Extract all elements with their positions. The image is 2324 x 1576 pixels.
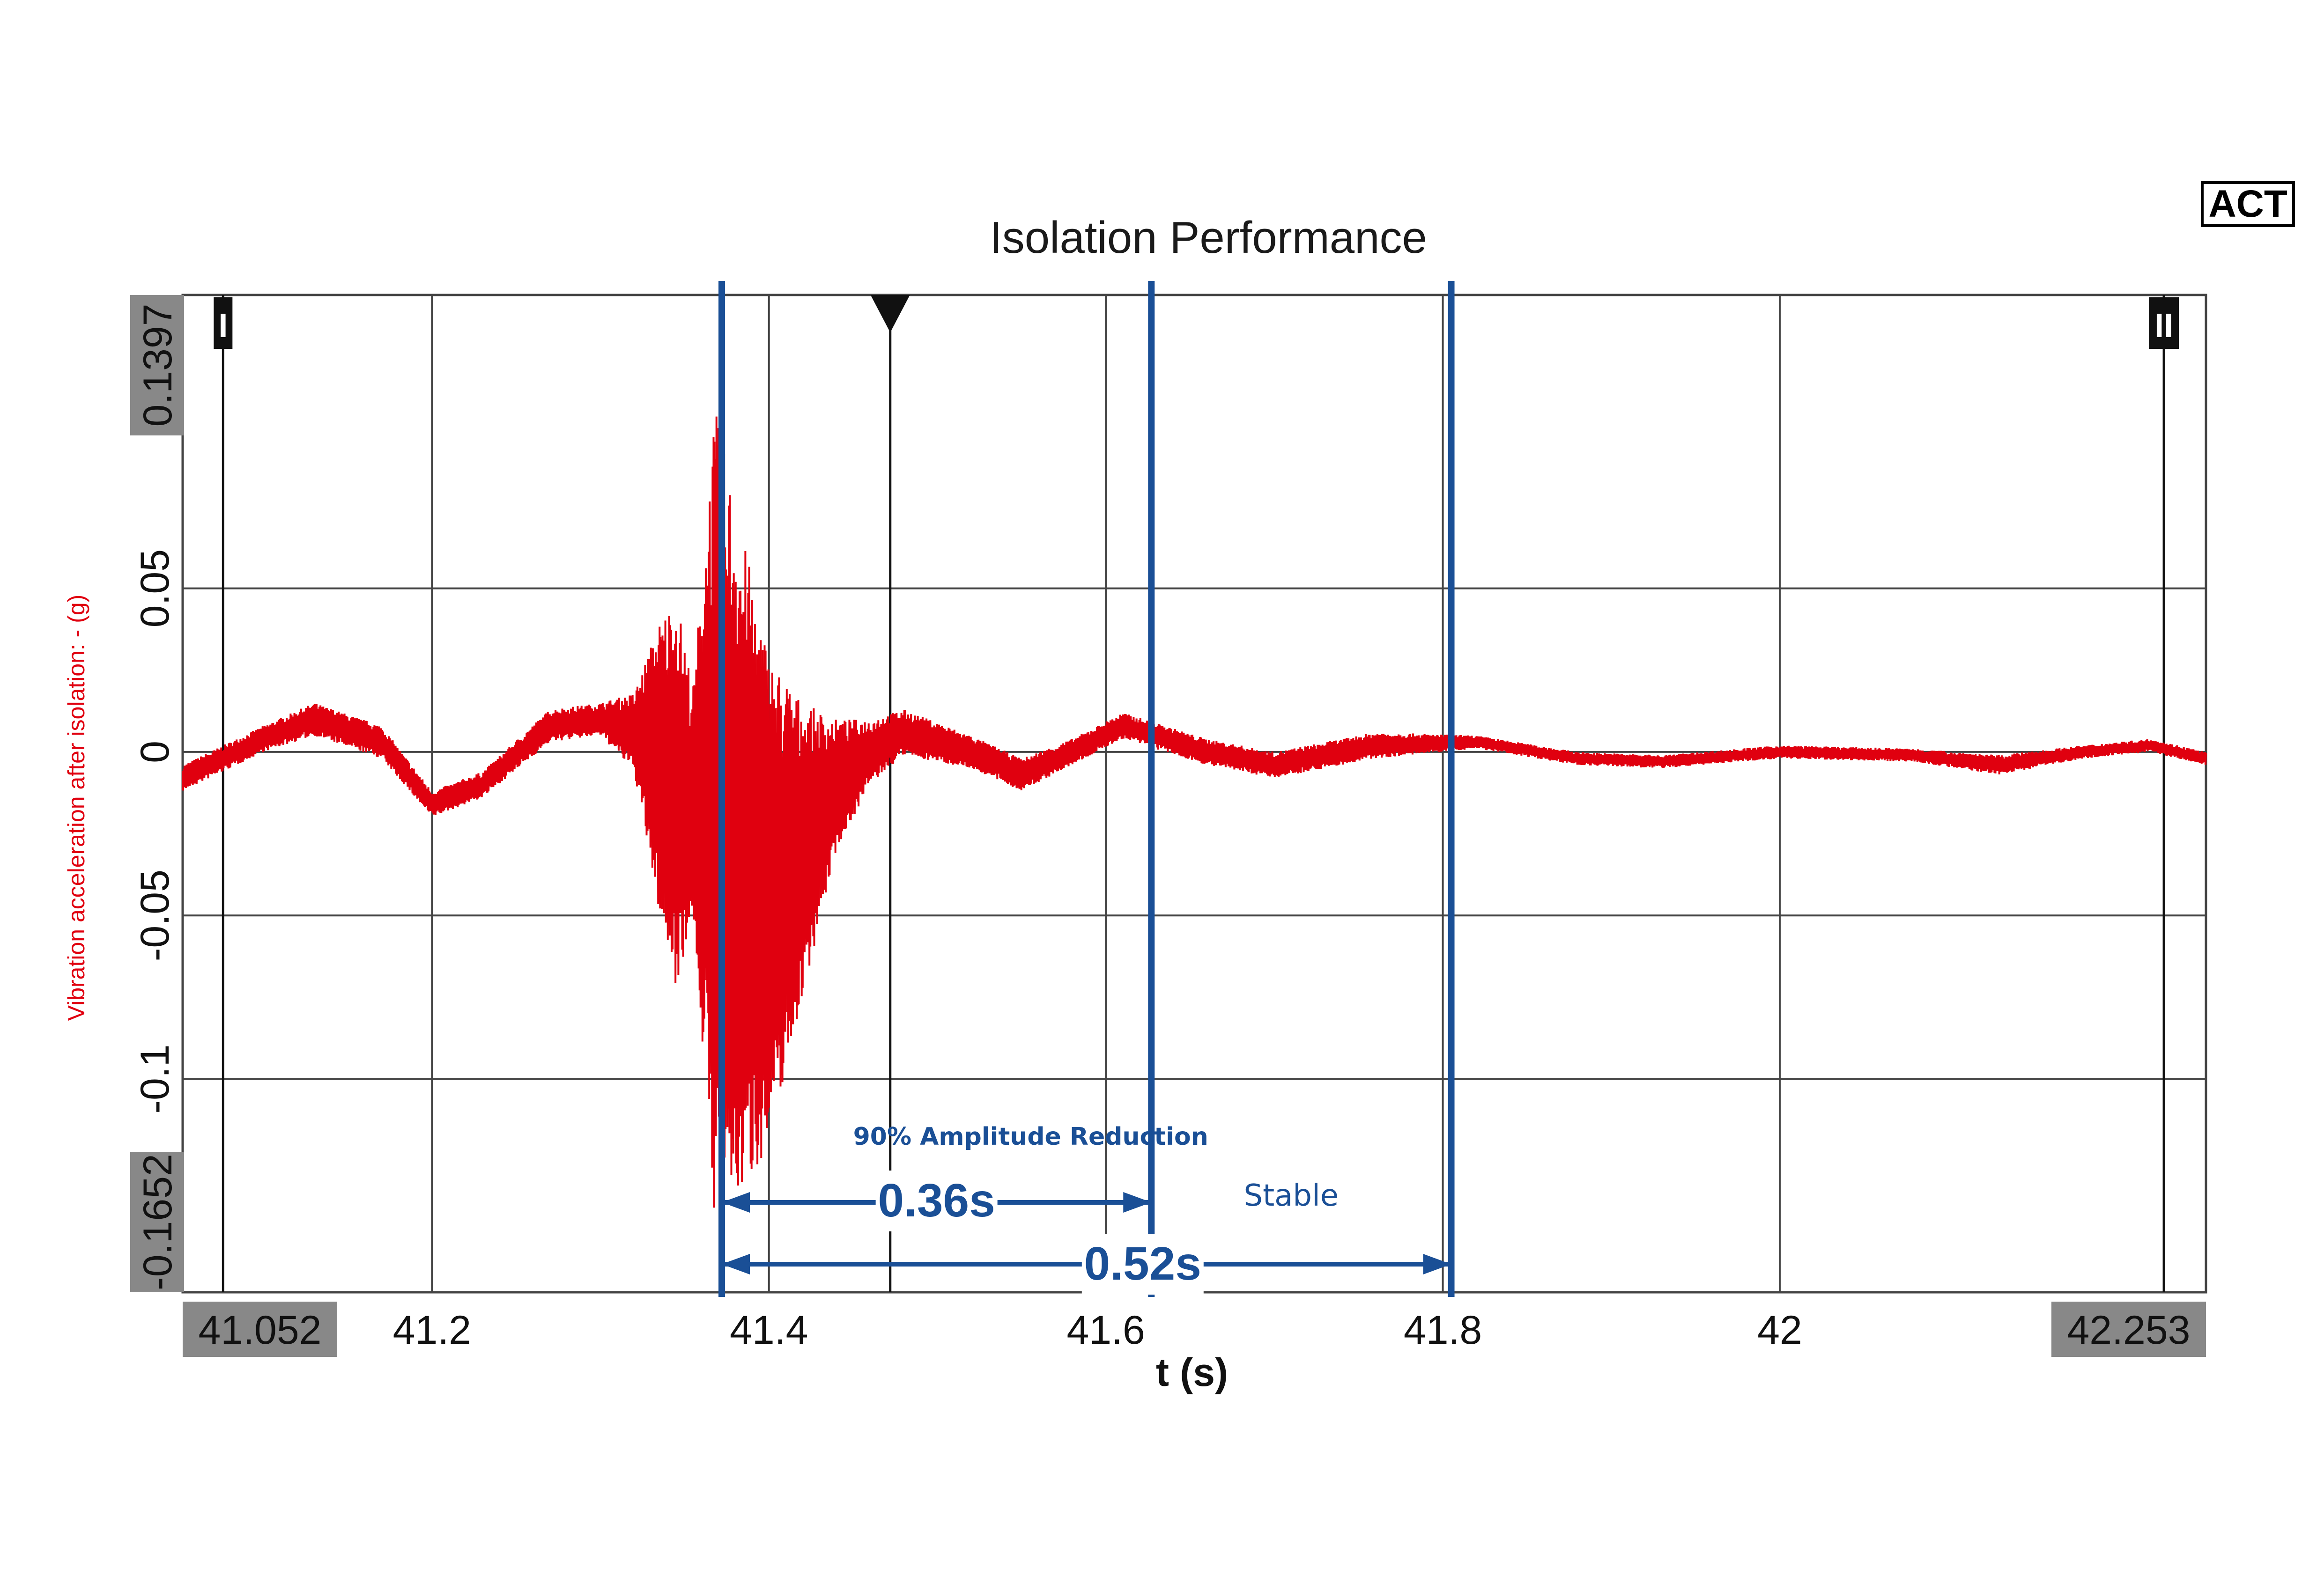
trigger-marker (870, 295, 910, 332)
cursor-label: II (2154, 307, 2173, 345)
y-axis-label: Vibration acceleration after isolation: … (63, 595, 89, 1021)
x-axis-label: t (s) (1156, 1350, 1228, 1394)
cursor-marker (214, 297, 233, 349)
x-range-label: 41.052 (198, 1308, 321, 1353)
y-range-box (130, 295, 184, 435)
y-tick-label: 0.05 (133, 549, 178, 627)
x-range-box (183, 1302, 337, 1357)
cursor-label: I (218, 307, 228, 345)
y-range-label: 0.1397 (135, 303, 180, 427)
x-tick-label: 41.4 (730, 1308, 808, 1353)
signal-series-line (182, 416, 2207, 1208)
interval-0-52-label-bg (1081, 1234, 1204, 1295)
interval-0-36-arrow-head (722, 1192, 750, 1213)
stable-annotation: Stable (1243, 1178, 1339, 1213)
interval-0-36-label: 0.36s (878, 1174, 995, 1227)
y-range-box (130, 1152, 184, 1292)
x-range-label: 42.253 (2067, 1308, 2190, 1353)
act-badge: ACT (2201, 181, 2295, 228)
x-tick-label: 41.6 (1066, 1308, 1145, 1353)
x-range-box (2051, 1302, 2206, 1357)
interval-0-52-arrow-head (1423, 1254, 1451, 1274)
x-tick-label: 42 (1757, 1308, 1802, 1353)
cursor-marker (2149, 297, 2179, 349)
y-tick-label: 0 (133, 741, 178, 763)
y-tick-label: -0.05 (133, 869, 178, 961)
interval-0-36-label-bg (875, 1171, 998, 1231)
y-range-label: -0.1652 (135, 1154, 180, 1290)
y-tick-label: -0.1 (133, 1044, 178, 1113)
chart-title: Isolation Performance (990, 213, 1427, 263)
amplitude-reduction-annotation: 90% Amplitude Reduction (853, 1123, 1208, 1151)
interval-0-36-arrow-head (1123, 1192, 1152, 1213)
x-tick-label: 41.8 (1404, 1308, 1482, 1353)
x-tick-label: 41.2 (393, 1308, 471, 1353)
interval-0-52-label: 0.52s (1084, 1237, 1201, 1290)
interval-0-52-arrow-head (722, 1254, 750, 1274)
